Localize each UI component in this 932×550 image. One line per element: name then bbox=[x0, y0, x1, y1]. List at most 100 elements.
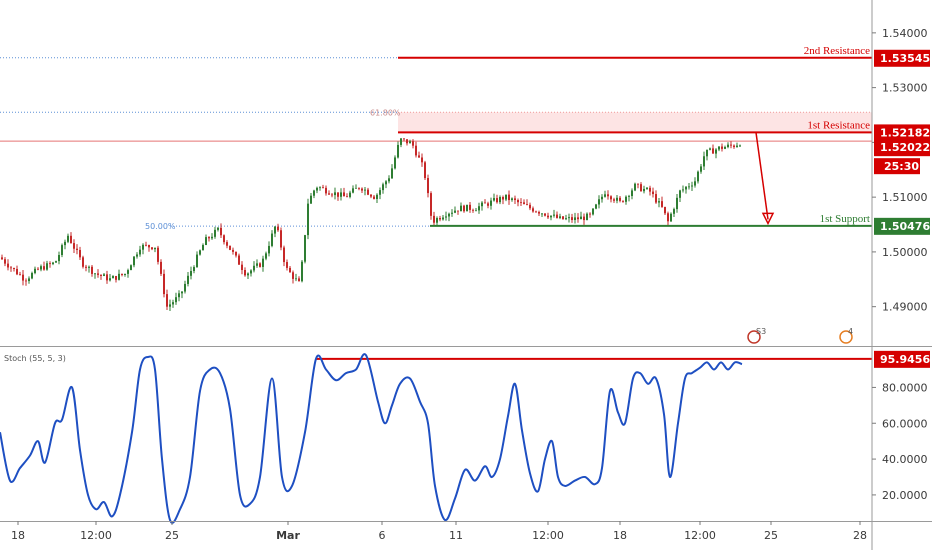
candle-body bbox=[514, 198, 516, 201]
level-label: 1st Support bbox=[820, 213, 870, 225]
candle-body bbox=[94, 273, 96, 275]
candle-body bbox=[85, 266, 87, 268]
candle-body bbox=[55, 261, 57, 263]
candle-body bbox=[505, 194, 507, 200]
current-price-tag bbox=[874, 139, 930, 157]
candle-body bbox=[13, 268, 15, 269]
candle-body bbox=[631, 190, 633, 197]
candle-body bbox=[406, 139, 408, 144]
candle-body bbox=[109, 278, 111, 281]
candle-body bbox=[244, 270, 246, 276]
candle-body bbox=[523, 202, 525, 205]
candle-body bbox=[454, 210, 456, 213]
candle-body bbox=[700, 166, 702, 172]
candle-body bbox=[19, 274, 21, 276]
candle-body bbox=[388, 178, 390, 182]
candle-body bbox=[268, 245, 270, 254]
candle-body bbox=[136, 254, 138, 257]
candle-body bbox=[160, 261, 162, 274]
candle-body bbox=[139, 249, 141, 255]
candle-body bbox=[589, 213, 591, 215]
candle-body bbox=[586, 213, 588, 221]
candle-body bbox=[613, 199, 615, 201]
event-badge-icon[interactable] bbox=[747, 330, 761, 344]
candle-body bbox=[34, 268, 36, 274]
candle-body bbox=[469, 204, 471, 210]
candle-body bbox=[703, 156, 705, 167]
candle-body bbox=[709, 148, 711, 150]
candle-body bbox=[277, 226, 279, 231]
candle-body bbox=[421, 157, 423, 163]
candle-body bbox=[79, 250, 81, 258]
candle-body bbox=[721, 146, 723, 149]
price-pane[interactable]: 61.80% 50.00% 2nd Resistance 1st Resistance… bbox=[0, 45, 872, 344]
candle-body bbox=[319, 187, 321, 189]
candle-body bbox=[538, 211, 540, 214]
candle-body bbox=[328, 193, 330, 195]
candle-body bbox=[37, 268, 39, 270]
fib-61-label: 61.80% bbox=[370, 108, 401, 117]
candle-body bbox=[643, 188, 645, 192]
time-tick-label: 18 bbox=[11, 529, 25, 542]
candle-body bbox=[481, 202, 483, 207]
candle-body bbox=[187, 275, 189, 284]
candle-body bbox=[82, 257, 84, 267]
candle-body bbox=[547, 215, 549, 218]
stoch-tick-label: 40.0000 bbox=[882, 453, 928, 466]
candle-body bbox=[118, 273, 120, 280]
candle-body bbox=[349, 192, 351, 197]
candle-body bbox=[331, 194, 333, 196]
candle-body bbox=[211, 236, 213, 239]
candle-body bbox=[142, 244, 144, 250]
candle-body bbox=[400, 138, 402, 145]
event-badge-icon[interactable] bbox=[839, 330, 853, 344]
time-tick-label: 12:00 bbox=[532, 529, 564, 542]
candle-body bbox=[202, 244, 204, 251]
candle-body bbox=[220, 227, 222, 236]
candle-body bbox=[166, 294, 168, 307]
candle-body bbox=[556, 214, 558, 218]
candle-body bbox=[517, 200, 519, 203]
candle-body bbox=[655, 194, 657, 203]
candle-body bbox=[199, 250, 201, 255]
candle-body bbox=[133, 256, 135, 266]
price-tick-label: 1.51000 bbox=[882, 191, 928, 204]
candle-body bbox=[724, 147, 726, 149]
price-tick-label: 1.50000 bbox=[882, 246, 928, 259]
stochastic-pane[interactable]: Stoch (55, 5, 3) bbox=[0, 353, 872, 524]
candle-body bbox=[103, 274, 105, 276]
candle-body bbox=[322, 187, 324, 189]
candle-body bbox=[115, 276, 117, 280]
candle-body bbox=[385, 181, 387, 185]
candle-body bbox=[169, 304, 171, 307]
candle-body bbox=[457, 210, 459, 212]
candle-body bbox=[157, 247, 159, 262]
candle-body bbox=[145, 244, 147, 246]
candle-body bbox=[730, 144, 732, 146]
candle-body bbox=[694, 181, 696, 186]
candle-body bbox=[445, 216, 447, 218]
level-label: 2nd Resistance bbox=[804, 45, 870, 57]
candle-body bbox=[298, 278, 300, 282]
candle-body bbox=[274, 226, 276, 234]
candle-body bbox=[580, 216, 582, 220]
candle-body bbox=[619, 197, 621, 201]
candle-body bbox=[217, 227, 219, 230]
projection-arrow-shaft bbox=[755, 132, 769, 220]
candle-body bbox=[253, 265, 255, 271]
stoch-title: Stoch (55, 5, 3) bbox=[4, 354, 66, 363]
candle-body bbox=[646, 187, 648, 189]
candle-body bbox=[25, 280, 27, 282]
candle-body bbox=[334, 192, 336, 196]
candle-body bbox=[361, 188, 363, 191]
candle-body bbox=[622, 200, 624, 202]
candle-body bbox=[595, 204, 597, 209]
candle-body bbox=[634, 183, 636, 191]
candle-body bbox=[175, 297, 177, 303]
time-tick-label: 6 bbox=[379, 529, 386, 542]
candle-body bbox=[292, 272, 294, 279]
level-price-tag bbox=[874, 124, 930, 142]
stoch-line bbox=[0, 353, 743, 524]
candle-body bbox=[382, 184, 384, 191]
